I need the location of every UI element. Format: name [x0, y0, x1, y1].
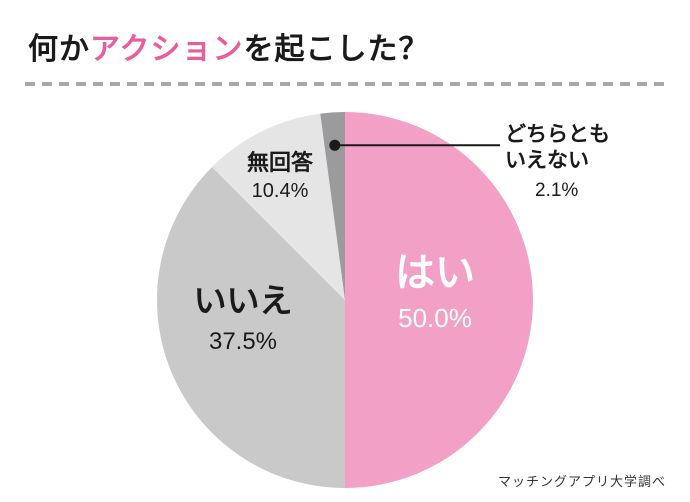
pie-slice-1 — [345, 112, 533, 488]
slice-label-yes: はい 50.0% — [370, 250, 500, 334]
pie-slice-4 — [320, 112, 345, 300]
callout-dot — [329, 139, 341, 151]
slice-label-no-answer-text: 無回答 — [246, 150, 313, 175]
pie-slice-2 — [156, 167, 345, 488]
title-suffix: を起こした？ — [243, 33, 430, 66]
callout-neither-percent: 2.1% — [535, 179, 579, 201]
slice-label-yes-percent: 50.0% — [398, 303, 472, 333]
callout-neither-line2: いえない — [505, 149, 589, 173]
pie-slice-3 — [212, 113, 345, 300]
title-highlight: アクション — [90, 33, 244, 66]
dashed-divider — [25, 82, 665, 86]
slice-label-yes-text: はい — [395, 251, 475, 295]
callout-neither: どちらとも いえない 2.1% — [505, 122, 610, 202]
slice-label-no-answer-percent: 10.4% — [251, 180, 309, 203]
slice-label-no: いいえ 37.5% — [173, 282, 313, 356]
slice-label-no-percent: 37.5% — [208, 327, 278, 355]
title-prefix: 何か — [28, 33, 90, 66]
page-title: 何かアクションを起こした？ — [28, 24, 430, 68]
slice-label-no-answer: 無回答 10.4% — [232, 150, 328, 203]
source-credit: マッチングアプリ大学調べ — [497, 474, 666, 489]
callout-neither-line1: どちらとも — [505, 123, 610, 146]
slice-label-no-text: いいえ — [193, 282, 293, 319]
